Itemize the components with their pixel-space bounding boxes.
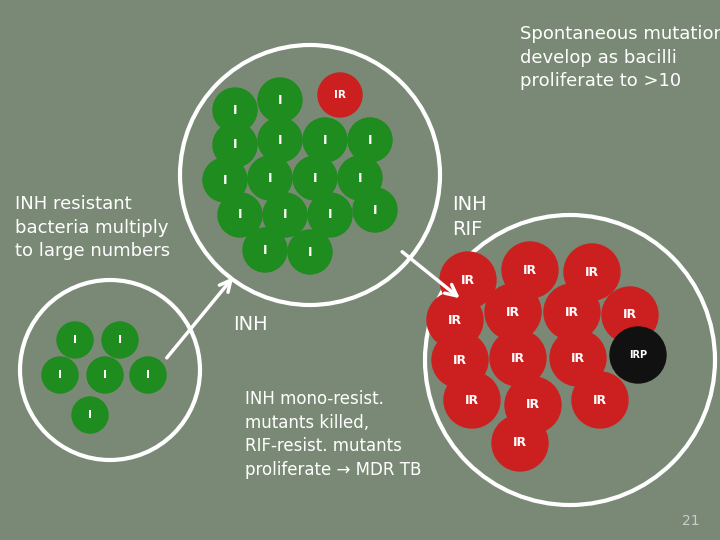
Circle shape: [72, 397, 108, 433]
Circle shape: [258, 78, 302, 122]
Circle shape: [502, 242, 558, 298]
Text: I: I: [238, 208, 242, 221]
Circle shape: [87, 357, 123, 393]
Circle shape: [440, 252, 496, 308]
Circle shape: [444, 372, 500, 428]
Text: INH mono-resist.
mutants killed,
RIF-resist. mutants
proliferate → MDR TB: INH mono-resist. mutants killed, RIF-res…: [245, 390, 421, 479]
Text: I: I: [222, 173, 228, 186]
Circle shape: [42, 357, 78, 393]
Text: I: I: [278, 93, 282, 106]
Circle shape: [572, 372, 628, 428]
Circle shape: [490, 330, 546, 386]
Text: IR: IR: [511, 352, 525, 365]
Circle shape: [263, 193, 307, 237]
Text: IR: IR: [461, 273, 475, 287]
Text: IR: IR: [513, 436, 527, 449]
Circle shape: [102, 322, 138, 358]
Circle shape: [258, 118, 302, 162]
Text: I: I: [118, 335, 122, 345]
Circle shape: [348, 118, 392, 162]
Text: I: I: [73, 335, 77, 345]
Text: 21: 21: [683, 514, 700, 528]
Circle shape: [610, 327, 666, 383]
Text: I: I: [373, 204, 377, 217]
Text: IR: IR: [453, 354, 467, 367]
Text: I: I: [368, 133, 372, 146]
Text: INH: INH: [233, 315, 267, 334]
Circle shape: [57, 322, 93, 358]
Circle shape: [248, 156, 292, 200]
Circle shape: [492, 415, 548, 471]
Text: I: I: [233, 138, 238, 152]
Text: I: I: [278, 133, 282, 146]
Text: INH resistant
bacteria multiply
to large numbers: INH resistant bacteria multiply to large…: [15, 195, 170, 260]
Text: I: I: [146, 370, 150, 380]
Circle shape: [303, 118, 347, 162]
Circle shape: [485, 284, 541, 340]
Circle shape: [130, 357, 166, 393]
Circle shape: [318, 73, 362, 117]
Circle shape: [353, 188, 397, 232]
Circle shape: [218, 193, 262, 237]
Text: IR: IR: [565, 306, 579, 319]
Circle shape: [338, 156, 382, 200]
Text: I: I: [263, 244, 267, 256]
Circle shape: [293, 156, 337, 200]
Text: I: I: [283, 208, 287, 221]
Circle shape: [544, 284, 600, 340]
Text: I: I: [323, 133, 328, 146]
Text: I: I: [58, 370, 62, 380]
Circle shape: [308, 193, 352, 237]
Text: IR: IR: [523, 264, 537, 276]
Circle shape: [602, 287, 658, 343]
Circle shape: [427, 292, 483, 348]
Text: I: I: [328, 208, 332, 221]
Text: I: I: [358, 172, 362, 185]
Text: I: I: [312, 172, 318, 185]
Text: IR: IR: [448, 314, 462, 327]
Text: INH
RIF: INH RIF: [452, 195, 487, 239]
Text: I: I: [233, 104, 238, 117]
Circle shape: [288, 230, 332, 274]
Text: I: I: [307, 246, 312, 259]
Text: IR: IR: [593, 394, 607, 407]
Text: IRP: IRP: [629, 350, 647, 360]
Text: IR: IR: [334, 90, 346, 100]
Text: IR: IR: [526, 399, 540, 411]
Circle shape: [243, 228, 287, 272]
Circle shape: [213, 123, 257, 167]
Circle shape: [550, 330, 606, 386]
Text: IR: IR: [623, 308, 637, 321]
Text: IR: IR: [571, 352, 585, 365]
Text: I: I: [268, 172, 272, 185]
Circle shape: [432, 332, 488, 388]
Text: I: I: [103, 370, 107, 380]
Text: Spontaneous mutations
develop as bacilli
proliferate to >10: Spontaneous mutations develop as bacilli…: [520, 25, 720, 90]
Circle shape: [505, 377, 561, 433]
Circle shape: [203, 158, 247, 202]
Circle shape: [213, 88, 257, 132]
Text: IR: IR: [506, 306, 520, 319]
Text: IR: IR: [585, 266, 599, 279]
Text: I: I: [88, 410, 92, 420]
Circle shape: [564, 244, 620, 300]
Text: IR: IR: [465, 394, 479, 407]
